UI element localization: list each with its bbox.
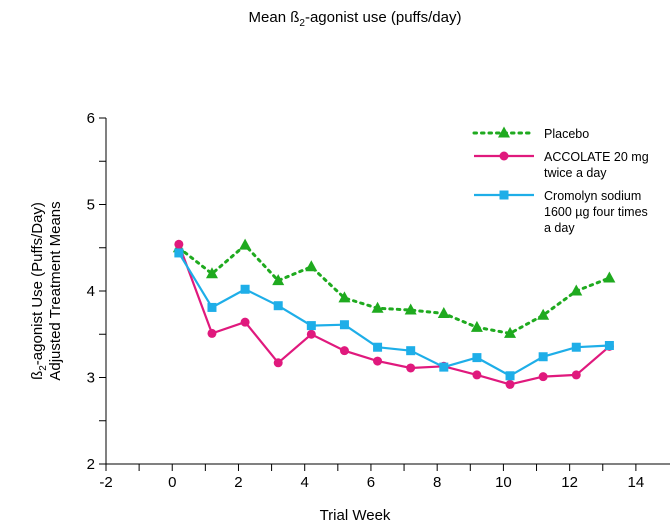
y-axis-title: ß2-agonist Use (Puffs/Day) Adjusted Trea… [29, 201, 64, 380]
series-2-marker [240, 317, 250, 327]
y-tick-label: 2 [87, 456, 95, 473]
legend-item-2-label: twice a day [544, 166, 607, 180]
series-1-marker [603, 271, 616, 283]
x-tick-label: 2 [234, 474, 242, 491]
series-1-marker [305, 260, 318, 272]
series-3-marker [604, 340, 614, 350]
series-2-marker [406, 363, 416, 373]
legend-item-2-marker [499, 151, 509, 161]
series-3-marker [472, 353, 482, 363]
legend-item-3-label: 1600 µg four times [544, 205, 648, 219]
series-2-marker [571, 370, 581, 380]
series-2-marker [472, 370, 482, 380]
y-axis-title-line-2: Adjusted Treatment Means [47, 201, 64, 380]
series-2-line [177, 243, 611, 386]
legend-item-3-marker [499, 190, 509, 200]
ticks: -2 0 2 4 6 8 10 12 14 2 3 4 5 6 [87, 110, 645, 491]
series-3-marker [538, 352, 548, 362]
series-1-marker [338, 291, 351, 303]
x-tick-label: 10 [495, 474, 512, 491]
chart-title: Mean ß2-agonist use (puffs/day) [249, 9, 462, 29]
series-1-marker [272, 274, 285, 286]
series-2 [174, 239, 614, 389]
series-3-marker [505, 371, 515, 381]
legend-item-1-label: Placebo [544, 127, 589, 141]
x-tick-label: 4 [301, 474, 309, 491]
x-tick-label: 14 [628, 474, 645, 491]
y-axis-title-line-1: ß2-agonist Use (Puffs/Day) [29, 202, 49, 380]
series-2-marker [174, 239, 184, 249]
series-3-marker [439, 362, 449, 372]
series-2-marker [373, 356, 383, 366]
x-tick-label: 0 [168, 474, 176, 491]
y-tick-label: 5 [87, 197, 95, 214]
series-1-marker [404, 303, 417, 315]
legend-item-3-label: Cromolyn sodium [544, 189, 641, 203]
x-tick-label: -2 [99, 474, 112, 491]
series-1-marker [537, 308, 550, 320]
series-3-marker [207, 302, 217, 312]
x-axis-title: Trial Week [320, 507, 391, 524]
series-1-marker [371, 301, 384, 313]
legend-item-3: Cromolyn sodium 1600 µg four times a day [474, 189, 648, 235]
legend-item-1: Placebo [472, 126, 589, 141]
series-layer [172, 238, 616, 389]
legend-item-2-label: ACCOLATE 20 mg [544, 150, 649, 164]
series-2-marker [273, 358, 283, 368]
series-3-marker [339, 320, 349, 330]
legend-item-3-label: a day [544, 221, 575, 235]
series-2-marker [538, 372, 548, 382]
series-2-marker [505, 379, 515, 389]
legend: Placebo ACCOLATE 20 mg twice a day Cromolyn… [472, 126, 649, 235]
series-3-marker [373, 342, 383, 352]
series-3-marker [406, 346, 416, 356]
legend-item-1-marker [498, 126, 510, 138]
y-tick-label: 6 [87, 110, 95, 127]
series-1-line [177, 243, 611, 335]
x-tick-label: 6 [367, 474, 375, 491]
x-tick-label: 12 [561, 474, 578, 491]
series-3-marker [306, 321, 316, 331]
series-1-marker [437, 306, 450, 318]
series-3 [174, 248, 614, 381]
series-3-marker [174, 248, 184, 258]
series-1-marker [239, 238, 252, 250]
series-1-marker [205, 267, 218, 279]
series-2-marker [339, 346, 349, 356]
legend-item-2: ACCOLATE 20 mg twice a day [474, 150, 649, 180]
x-tick-label: 8 [433, 474, 441, 491]
series-1-marker [570, 284, 583, 296]
series-2-marker [207, 328, 217, 338]
y-tick-label: 3 [87, 370, 95, 387]
y-tick-label: 4 [87, 283, 95, 300]
series-3-marker [240, 284, 250, 294]
series-1-marker [470, 320, 483, 332]
series-3-line [177, 252, 610, 378]
series-2-marker [306, 329, 316, 339]
series-3-marker [571, 342, 581, 352]
series-3-marker [273, 301, 283, 311]
series-1-marker [504, 326, 517, 338]
